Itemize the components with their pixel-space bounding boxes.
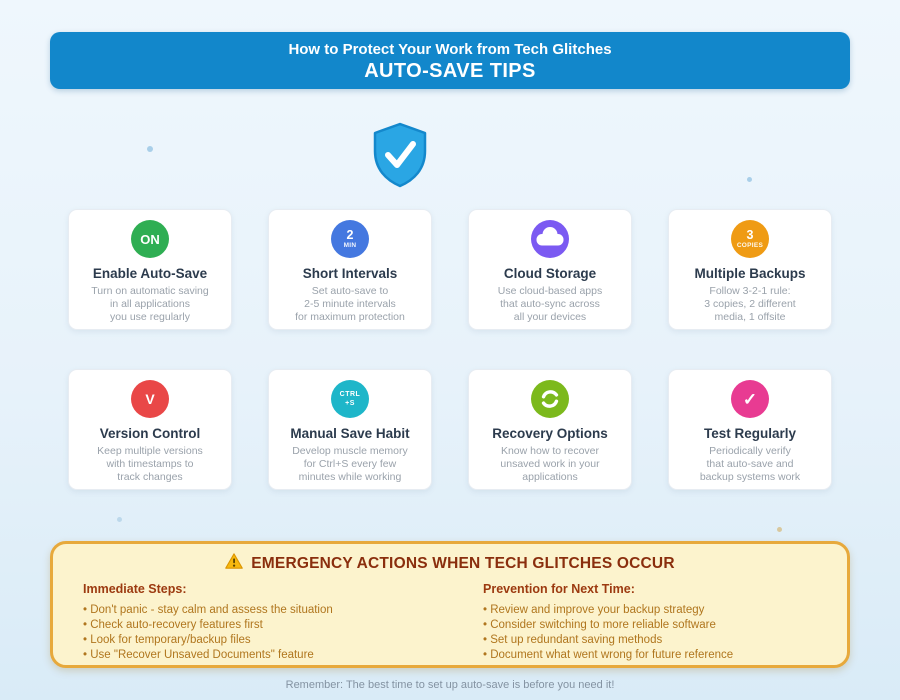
shield-check-icon — [368, 121, 432, 189]
header-banner: How to Protect Your Work from Tech Glitc… — [50, 32, 850, 89]
badge-text: ON — [140, 231, 160, 247]
badge-text: 2 — [346, 227, 354, 242]
list-item: Consider switching to more reliable soft… — [483, 618, 817, 633]
tip-card-short-intervals: 2 MIN Short Intervals Set auto-save to 2… — [268, 209, 432, 330]
card-title: Manual Save Habit — [290, 426, 410, 441]
interval-badge: 2 MIN — [331, 220, 369, 258]
card-title: Enable Auto-Save — [92, 266, 208, 281]
badge-subtext: COPIES — [736, 242, 764, 249]
warning-icon — [225, 553, 244, 574]
column-heading: Prevention for Next Time: — [483, 582, 635, 596]
tips-grid: ON Enable Auto-Save Turn on automatic sa… — [68, 209, 832, 490]
tip-card-version-control: V Version Control Keep multiple versions… — [68, 369, 232, 490]
list-item: Don't panic - stay calm and assess the s… — [83, 603, 483, 618]
decor-dot — [747, 177, 752, 182]
page-title: AUTO-SAVE TIPS — [364, 60, 536, 82]
cloud-icon — [531, 220, 569, 258]
card-title: Recovery Options — [492, 426, 608, 441]
card-title: Test Regularly — [703, 426, 797, 441]
decor-dot — [147, 146, 153, 152]
card-description: Know how to recover unsaved work in your… — [500, 445, 600, 483]
tip-card-test-regularly: ✓ Test Regularly Periodically verify tha… — [668, 369, 832, 490]
tip-card-multiple-backups: 3 COPIES Multiple Backups Follow 3-2-1 r… — [668, 209, 832, 330]
ctrl-s-badge: CTRL +S — [331, 380, 369, 418]
badge-text: ✓ — [742, 389, 758, 409]
list-item: Review and improve your backup strategy — [483, 603, 817, 618]
immediate-steps-list: Don't panic - stay calm and assess the s… — [83, 603, 483, 663]
list-item: Set up redundant saving methods — [483, 633, 817, 648]
version-badge: V — [131, 380, 169, 418]
badge-text: V — [145, 391, 155, 407]
badge-text: 3 — [746, 227, 754, 242]
card-description: Follow 3-2-1 rule: 3 copies, 2 different… — [704, 285, 796, 323]
card-title: Multiple Backups — [694, 266, 806, 281]
card-description: Set auto-save to 2-5 minute intervals fo… — [295, 285, 405, 323]
badge-subtext: MIN — [343, 242, 357, 249]
tip-card-enable-auto-save: ON Enable Auto-Save Turn on automatic sa… — [68, 209, 232, 330]
sync-icon — [531, 380, 569, 418]
emergency-panel: EMERGENCY ACTIONS WHEN TECH GLITCHES OCC… — [50, 541, 850, 668]
card-description: Develop muscle memory for Ctrl+S every f… — [292, 445, 408, 483]
copies-badge: 3 COPIES — [731, 220, 769, 258]
tip-card-cloud-storage: Cloud Storage Use cloud-based apps that … — [468, 209, 632, 330]
list-item: Check auto-recovery features first — [83, 618, 483, 633]
badge-subtext: +S — [345, 400, 355, 407]
emergency-title: EMERGENCY ACTIONS WHEN TECH GLITCHES OCC… — [53, 553, 847, 574]
prevention-column: Prevention for Next Time: Review and imp… — [483, 582, 817, 663]
card-description: Keep multiple versions with timestamps t… — [97, 445, 203, 483]
card-description: Use cloud-based apps that auto-sync acro… — [497, 285, 603, 323]
emergency-columns: Immediate Steps: Don't panic - stay calm… — [53, 582, 847, 663]
footer-note: Remember: The best time to set up auto-s… — [285, 679, 615, 691]
card-description: Periodically verify that auto-save and b… — [699, 445, 801, 483]
header-subtitle: How to Protect Your Work from Tech Glitc… — [288, 41, 612, 58]
column-heading: Immediate Steps: — [83, 582, 187, 596]
badge-text: CTRL — [339, 391, 361, 398]
decor-dot — [117, 517, 122, 522]
prevention-list: Review and improve your backup strategy … — [483, 603, 817, 663]
card-description: Turn on automatic saving in all applicat… — [91, 285, 209, 323]
auto-save-on-badge: ON — [131, 220, 169, 258]
immediate-steps-column: Immediate Steps: Don't panic - stay calm… — [83, 582, 483, 663]
list-item: Use "Recover Unsaved Documents" feature — [83, 648, 483, 663]
tip-card-recovery-options: Recovery Options Know how to recover uns… — [468, 369, 632, 490]
card-title: Version Control — [99, 426, 201, 441]
list-item: Look for temporary/backup files — [83, 633, 483, 648]
decor-dot — [777, 527, 782, 532]
emergency-title-text: EMERGENCY ACTIONS WHEN TECH GLITCHES OCC… — [251, 554, 675, 572]
card-title: Cloud Storage — [503, 266, 597, 281]
list-item: Document what went wrong for future refe… — [483, 648, 817, 663]
tip-card-manual-save-habit: CTRL +S Manual Save Habit Develop muscle… — [268, 369, 432, 490]
card-title: Short Intervals — [302, 266, 398, 281]
check-badge-icon: ✓ — [731, 380, 769, 418]
